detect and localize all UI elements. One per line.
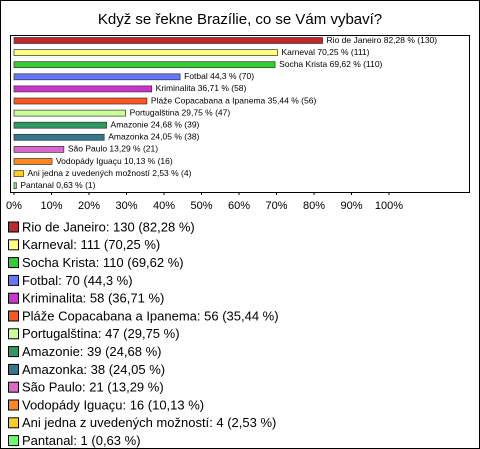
legend-swatch	[8, 417, 19, 429]
x-tick-label: 10%	[40, 200, 62, 212]
legend-label: Rio de Janeiro: 130 (82,28 %)	[22, 219, 195, 234]
legend-label: Pantanal: 1 (0,63 %)	[22, 433, 141, 448]
legend-swatch	[8, 328, 19, 340]
legend-label: Ani jedna z uvedených možností: 4 (2,53 …	[22, 415, 276, 430]
bar	[13, 170, 24, 177]
x-tick-label: 80%	[303, 200, 325, 212]
legend-swatch	[8, 239, 19, 251]
x-tick-label: 100%	[375, 200, 403, 212]
bar-label: Kriminalita 36,71 % (58)	[156, 83, 247, 93]
bar	[13, 121, 107, 129]
legend-swatch	[8, 310, 19, 322]
bar-label: Pláže Copacabana a Ipanema 35,44 % (56)	[151, 95, 317, 105]
legend-label: Amazonie: 39 (24,68 %)	[22, 344, 161, 359]
legend-swatch	[8, 399, 19, 411]
bar-label: Socha Krista 69,62 % (110)	[279, 59, 382, 69]
bar	[13, 97, 148, 105]
bar	[13, 37, 323, 44]
legend-label: Karneval: 111 (70,25 %)	[22, 237, 160, 252]
chart-title: Když se řekne Brazílie, co se Vám vybaví…	[98, 11, 382, 28]
bar-label: São Paulo 13,29 % (21)	[68, 144, 158, 154]
bar	[13, 158, 53, 165]
x-tick-label: 20%	[78, 200, 100, 212]
x-tick-label: 90%	[340, 200, 362, 212]
legend-swatch	[8, 274, 19, 286]
legend-swatch	[8, 257, 19, 269]
legend-label: Kriminalita: 58 (36,71 %)	[22, 291, 164, 306]
x-tick-label: 30%	[115, 200, 137, 212]
bar	[13, 182, 17, 190]
legend-label: Fotbal: 70 (44,3 %)	[22, 273, 133, 288]
x-tick-label: 60%	[228, 200, 250, 212]
x-tick-label: 70%	[265, 200, 287, 212]
x-tick-label: 50%	[190, 200, 212, 212]
bar	[13, 109, 126, 117]
bar-label: Rio de Janeiro 82,28 % (130)	[327, 35, 438, 45]
plot-frame	[10, 35, 470, 193]
legend-label: Vodopády Iguaçu: 16 (10,13 %)	[22, 397, 204, 412]
legend-swatch	[8, 363, 19, 375]
legend-label: Portugalština: 47 (29,75 %)	[22, 326, 180, 341]
bar	[13, 49, 278, 56]
bar-label: Pantanal 0,63 % (1)	[20, 180, 95, 190]
legend-swatch	[8, 346, 19, 358]
bar-label: Amazonie 24,68 % (39)	[111, 119, 200, 129]
legend-label: Socha Krista: 110 (69,62 %)	[22, 255, 184, 270]
bar-label: Karneval 70,25 % (111)	[281, 47, 369, 57]
legend-swatch	[8, 221, 19, 233]
x-tick-label: 40%	[153, 200, 175, 212]
bar-label: Vodopády Iguaçu 10,13 % (16)	[56, 156, 173, 166]
legend-swatch	[8, 435, 19, 447]
legend-swatch	[8, 292, 19, 304]
legend-label: São Paulo: 21 (13,29 %)	[22, 380, 164, 395]
bar	[13, 146, 65, 153]
bar-label: Portugalština 29,75 % (47)	[130, 107, 231, 117]
bar	[13, 61, 276, 69]
legend-swatch	[8, 381, 19, 393]
bar	[13, 85, 153, 93]
bar-label: Amazonka 24,05 % (38)	[108, 132, 199, 142]
legend-label: Pláže Copacabana a Ipanema: 56 (35,44 %)	[22, 308, 279, 323]
bar-label: Fotbal 44,3 % (70)	[184, 71, 254, 81]
bar	[13, 73, 181, 81]
legend-label: Amazonka: 38 (24,05 %)	[22, 362, 165, 377]
bar-label: Ani jedna z uvedených možností 2,53 % (4…	[27, 168, 191, 178]
bar	[13, 133, 105, 141]
x-tick-label: 0%	[6, 200, 22, 212]
